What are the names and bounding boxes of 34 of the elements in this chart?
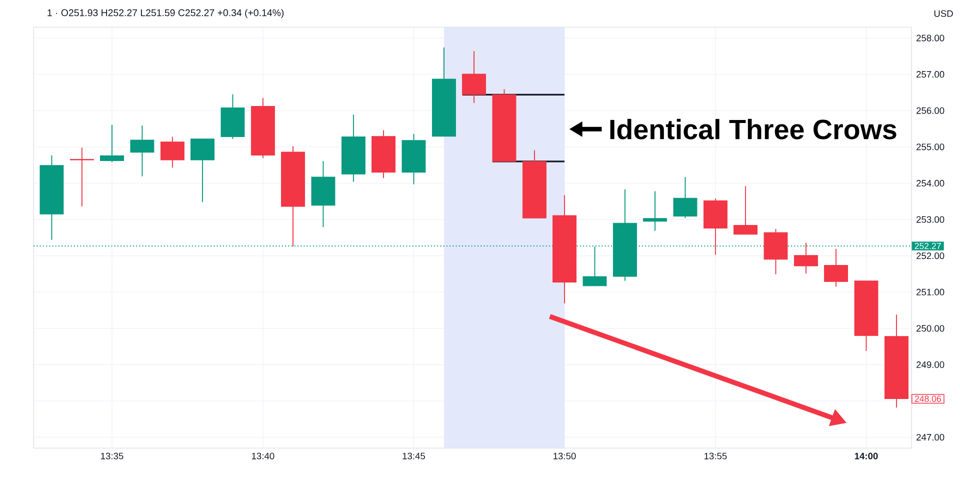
candlestick: [462, 50, 486, 104]
candlestick: [100, 124, 124, 163]
y-tick-label: 252.00: [916, 252, 944, 260]
x-tick-label: 13:40: [252, 452, 274, 460]
y-tick-label: 258.00: [916, 34, 944, 42]
candlestick: [673, 176, 698, 219]
candlestick: [70, 147, 94, 207]
candlestick: [794, 242, 818, 274]
candlestick: [130, 125, 154, 177]
x-tick-label: 13:45: [402, 452, 425, 460]
y-tick-label: 247.00: [916, 434, 944, 441]
x-tick-label: 13:35: [101, 452, 124, 460]
candlestick: [582, 246, 607, 286]
annotation: Identical Three Crows: [610, 118, 896, 140]
y-tick-label: 251.00: [916, 288, 944, 296]
candlestick: [160, 136, 184, 168]
candlestick: [734, 186, 758, 235]
candlestick: [824, 248, 848, 288]
y-axis-title: USD: [934, 10, 953, 17]
y-tick-label: 254.00: [916, 180, 944, 187]
y-tick-label: 255.00: [916, 144, 944, 150]
y-tick-label: 249.00: [916, 361, 944, 368]
y-tick-label: 256.00: [916, 107, 944, 114]
chart-title: 1 · O251.93 H252.27 L251.59 C252.27 +0.34 (+0.14%): [48, 9, 284, 18]
candlestick: [190, 138, 214, 203]
y-tick-label: 250.00: [916, 325, 944, 332]
x-tick-label: 13:50: [554, 452, 576, 460]
ref-line-label: 252.27: [914, 242, 941, 250]
y-tick-label: 257.00: [916, 71, 944, 78]
x-tick-label: 13:55: [704, 452, 727, 460]
candlestick: [643, 190, 667, 232]
y-tick-label: 253.00: [916, 216, 944, 223]
x-tick-label: 14:00: [854, 452, 878, 460]
text: 248.06: [914, 396, 941, 402]
